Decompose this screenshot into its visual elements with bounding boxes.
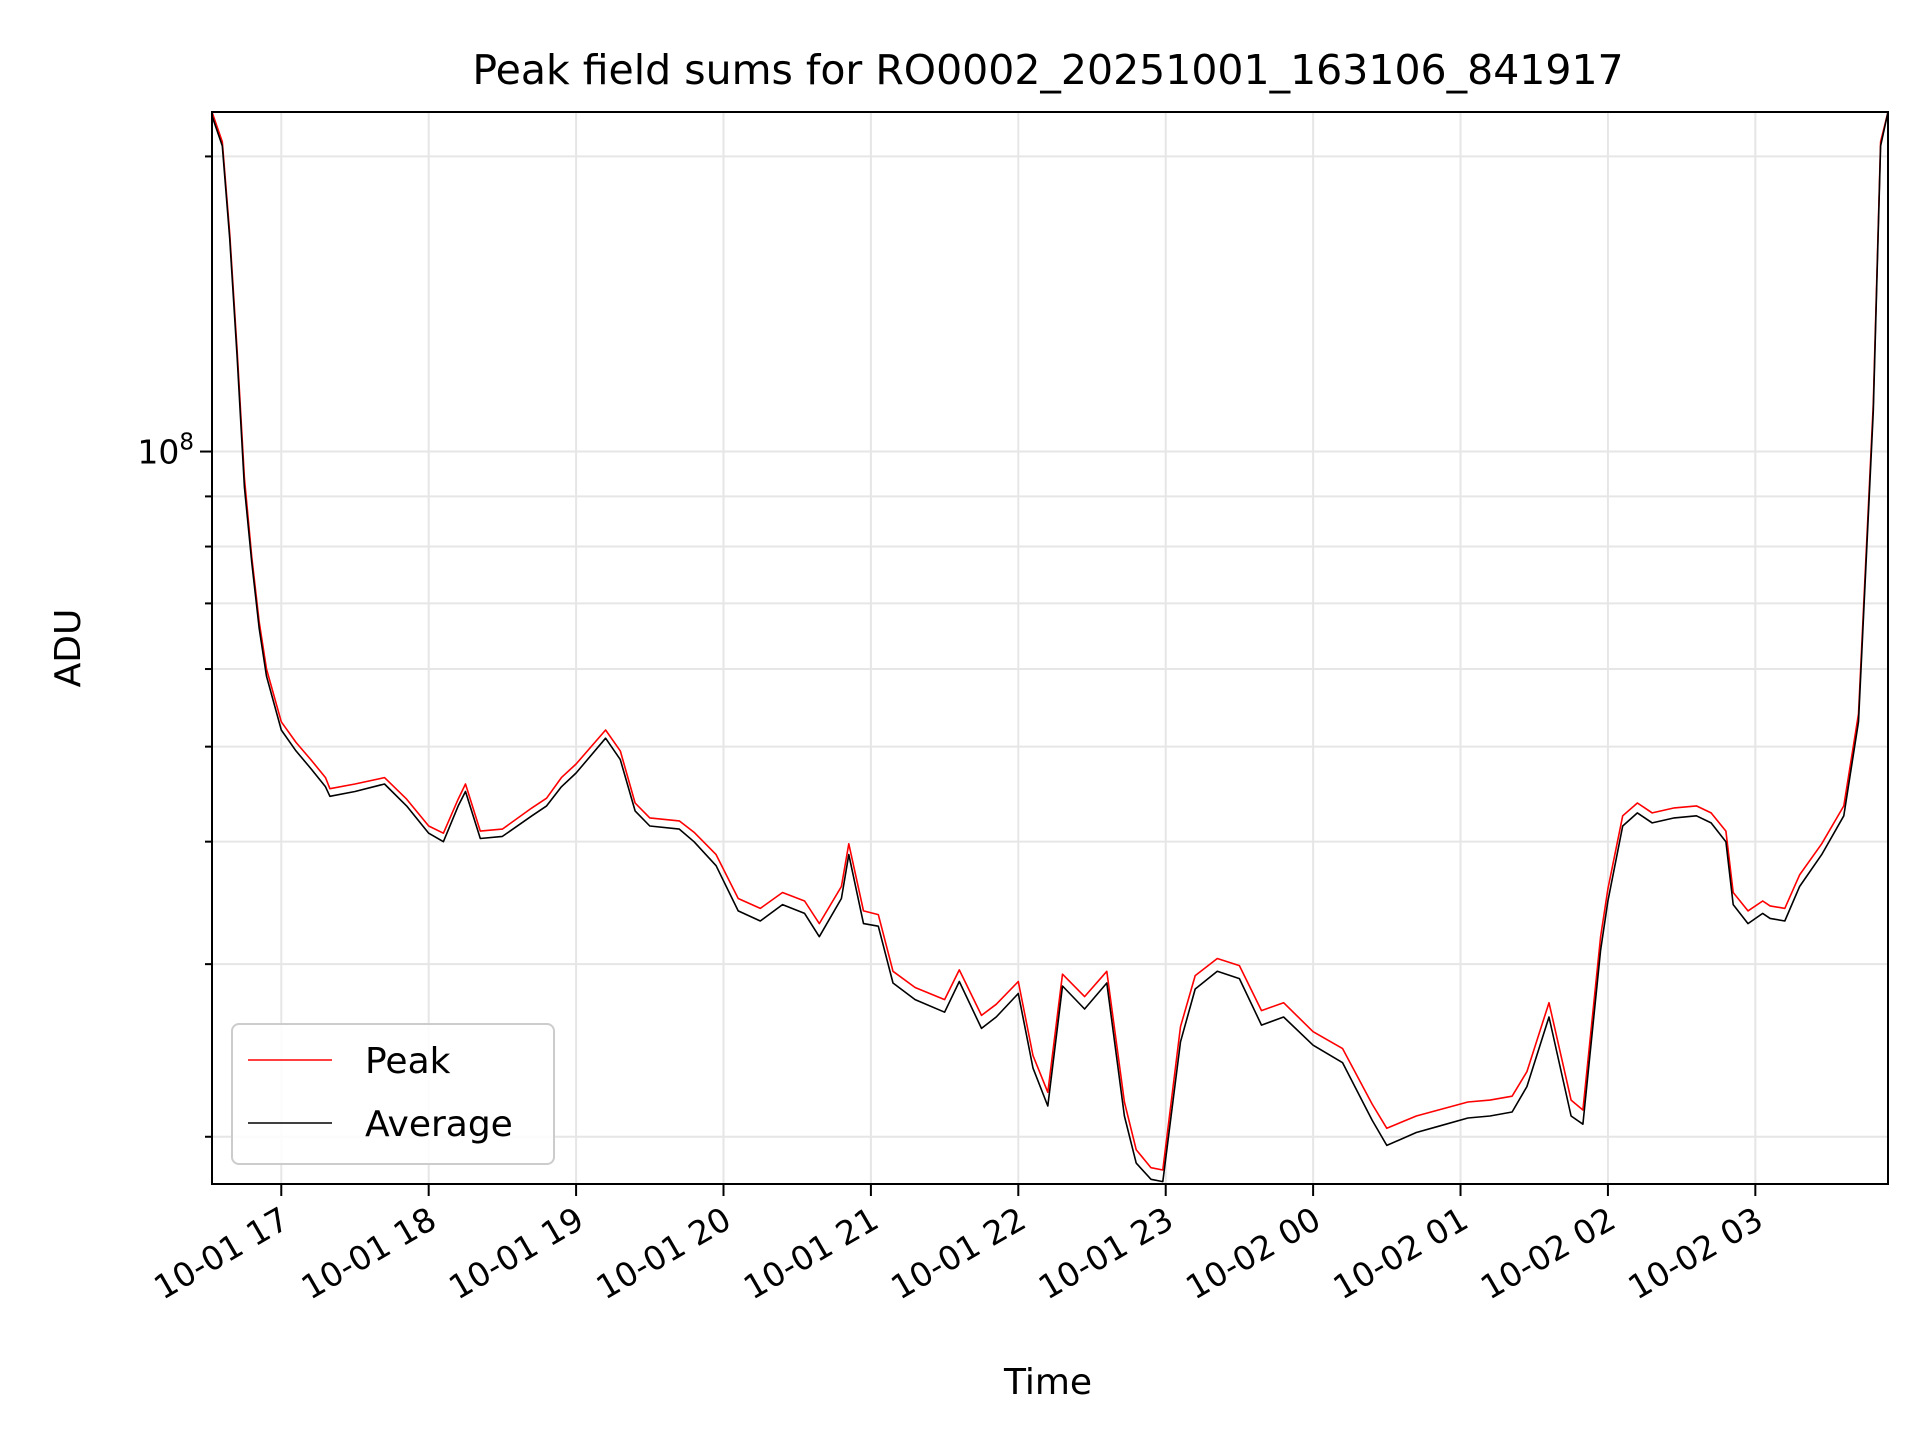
legend-label-average: Average [365, 1104, 513, 1145]
series-peak [211, 111, 1889, 1171]
grid [212, 112, 1888, 1184]
average-line [211, 111, 1889, 1183]
y-tick-label-exponent: 8 [179, 430, 194, 456]
y-tick-label: 108 [137, 430, 194, 472]
y-axis-label: ADU [48, 609, 89, 688]
plot-frame [211, 111, 1889, 1185]
legend-box [231, 1023, 555, 1165]
x-axis-label: Time [1003, 1362, 1092, 1403]
series-average [211, 111, 1889, 1183]
y-ticks: 108 [137, 155, 212, 1138]
y-tick-label-base: 10 [137, 433, 179, 472]
peak-line [211, 111, 1889, 1171]
legend-label-peak: Peak [365, 1041, 451, 1082]
legend: Peak Average [231, 1023, 555, 1165]
chart-title: Peak field sums for RO0002_20251001_1631… [472, 46, 1623, 94]
